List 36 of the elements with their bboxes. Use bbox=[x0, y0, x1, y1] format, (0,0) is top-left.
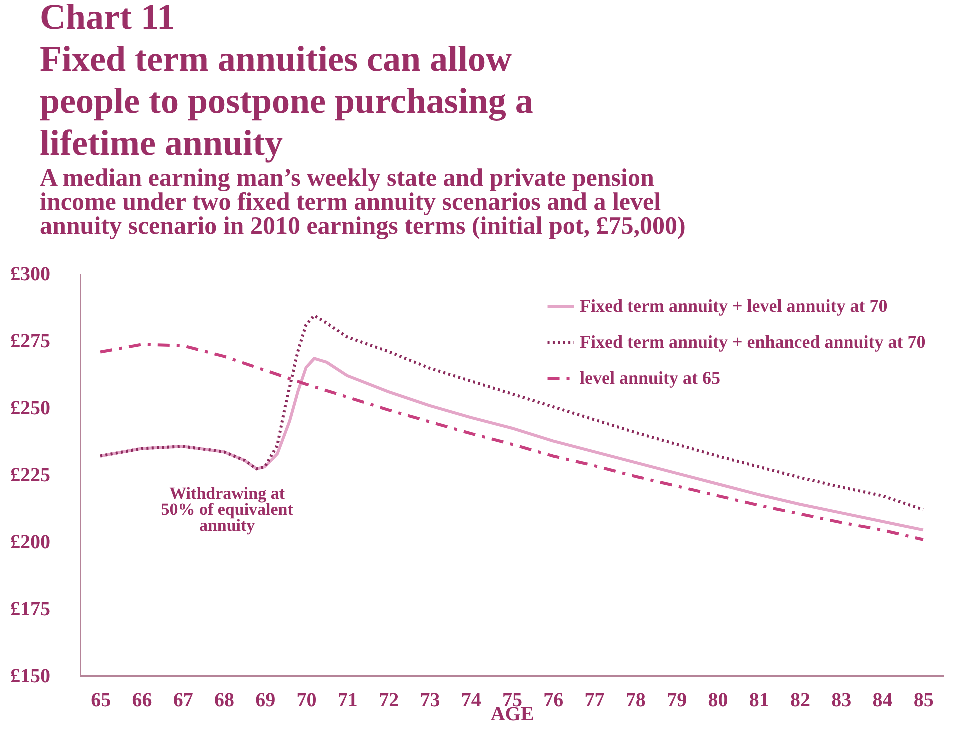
x-tick-label: 83 bbox=[832, 690, 852, 712]
x-tick-label: 77 bbox=[584, 690, 605, 712]
y-tick-label: £275 bbox=[10, 330, 50, 352]
caption: Chart 11 bbox=[40, 0, 175, 37]
x-tick-label: 71 bbox=[338, 690, 358, 712]
text: Fixed term annuities can allow bbox=[40, 39, 512, 79]
x-tick-label: 68 bbox=[214, 690, 234, 712]
x-tick-label: 78 bbox=[626, 690, 646, 712]
x-tick-label: 69 bbox=[256, 690, 276, 712]
x-tick-label: 72 bbox=[379, 690, 400, 712]
legend-label: level annuity at 65 bbox=[580, 368, 721, 388]
text: people to postpone purchasing a bbox=[40, 81, 534, 121]
y-tick-label: £200 bbox=[10, 532, 50, 554]
legend-label: Fixed term annuity + level annuity at 70 bbox=[580, 296, 888, 316]
x-tick-label: 65 bbox=[91, 690, 112, 712]
x-tick-label: 82 bbox=[790, 690, 810, 712]
annotation: Withdrawing at 50% of equivalent annuity bbox=[161, 484, 294, 536]
y-tick-label: £250 bbox=[10, 398, 50, 420]
x-tick-label: 85 bbox=[914, 690, 934, 712]
text: A median earning man’s weekly state and private pension bbox=[40, 165, 654, 192]
y-tick-label: £150 bbox=[10, 666, 50, 688]
x-tick-label: 79 bbox=[667, 690, 688, 712]
y-tick-label: £300 bbox=[10, 264, 50, 286]
legend-label: Fixed term annuity + enhanced annuity at 70 bbox=[580, 332, 926, 352]
x-tick-label: 84 bbox=[872, 690, 893, 712]
x-tick-label: 74 bbox=[461, 690, 482, 712]
text: lifetime annuity bbox=[40, 123, 283, 163]
x-tick-label: 67 bbox=[173, 690, 194, 712]
x-tick-label: 76 bbox=[544, 690, 564, 712]
x-tick-label: 70 bbox=[296, 690, 317, 712]
y-tick-label: £175 bbox=[10, 598, 50, 620]
x-tick-label: 73 bbox=[420, 690, 440, 712]
x-tick-label: 81 bbox=[749, 690, 770, 712]
y-tick-label: £225 bbox=[10, 464, 50, 486]
x-tick-label: 66 bbox=[132, 690, 152, 712]
x-tick-label: 80 bbox=[708, 690, 728, 712]
